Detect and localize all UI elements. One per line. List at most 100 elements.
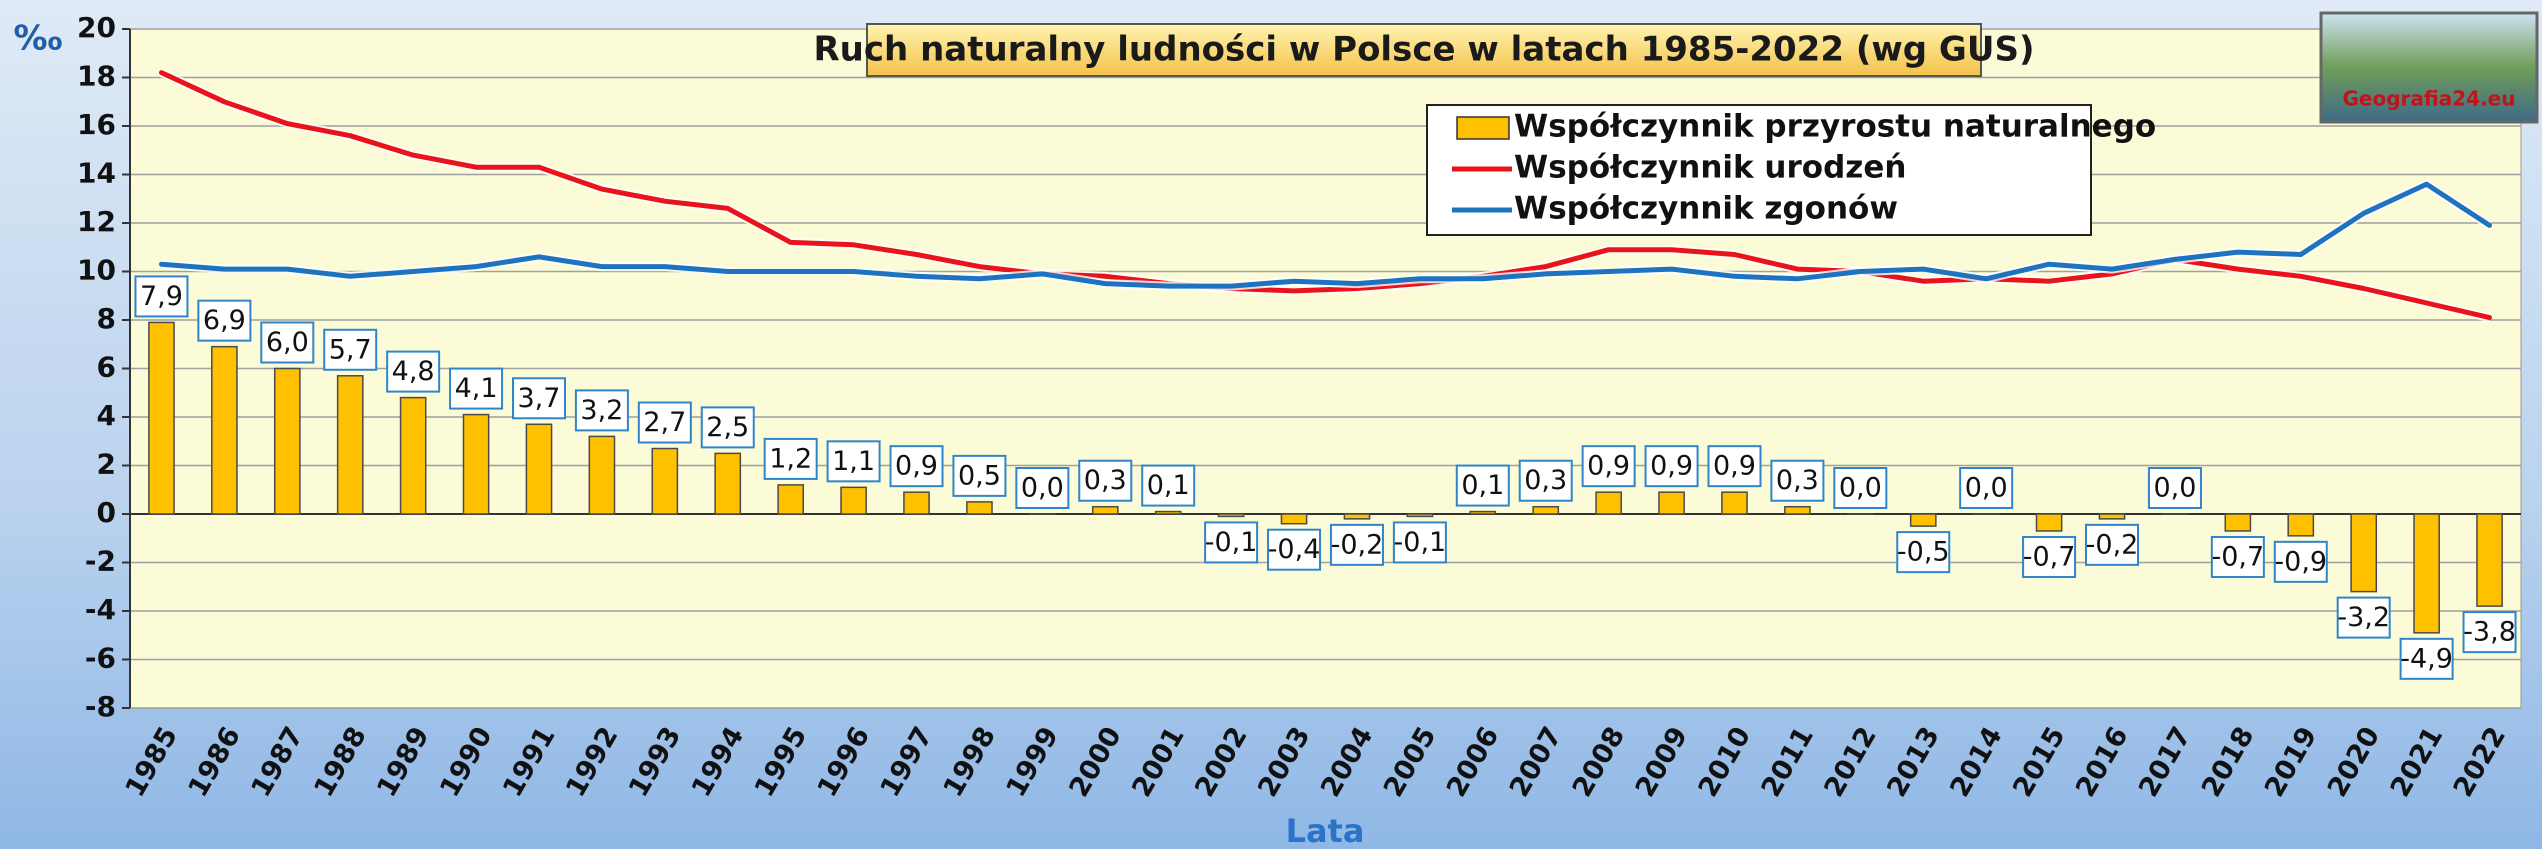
bar [2350,513,2378,593]
data-label: -3,8 [2463,617,2516,648]
label-box [197,299,252,342]
bar [651,447,679,515]
label-box [763,437,818,480]
bars [148,321,2503,634]
label-box [1707,445,1762,488]
y-axis-label: ‰ [14,19,63,59]
label-box [449,367,504,410]
lines [159,68,2492,322]
data-label: -0,2 [1331,529,1384,560]
y-tick-label: 18 [77,60,116,93]
legend: Współczynnik przyrostu naturalnego Współc… [1426,104,2156,236]
label-box [826,440,881,483]
bar [588,435,616,515]
data-label: 0,3 [1776,465,1819,496]
label-box [260,321,315,364]
chart-title: Ruch naturalny ludności w Polsce w latac… [814,30,2035,70]
data-label: 0,9 [1713,451,1756,482]
y-tick-label: 16 [77,108,116,141]
data-label: 0,0 [1021,473,1064,504]
data-label: 6,9 [203,305,246,336]
label-box [1518,459,1573,502]
data-label: 0,0 [1839,473,1882,504]
legend-box [1426,104,2092,236]
label-box [2399,637,2454,680]
bar [1154,510,1182,515]
bar [2098,513,2126,520]
bar [1217,513,1245,518]
label-box [1896,531,1951,574]
data-label: 4,1 [455,373,498,404]
data-label: 0,0 [1965,473,2008,504]
bar [1532,505,1560,515]
label-box [1770,459,1825,502]
legend-swatch [1456,116,1510,140]
y-tick-label: -8 [85,690,116,723]
legend-label: Współczynnik urodzeń [1514,150,1906,186]
label-box [2022,535,2077,578]
label-box [1078,459,1133,502]
label-box [889,445,944,488]
label-box [952,454,1007,497]
data-label: 2,7 [643,407,686,438]
y-tick-label: 8 [97,302,116,335]
data-label: 0,3 [1084,465,1127,496]
bar [714,452,742,515]
data-label: 0,9 [895,451,938,482]
legend-label: Współczynnik zgonów [1514,191,1898,227]
label-box [637,401,692,444]
data-label: 5,7 [329,334,372,365]
bar [1658,491,1685,515]
bar [777,484,805,515]
bar [2224,513,2252,532]
y-tick-label: -6 [85,642,116,675]
data-label: -3,2 [2337,602,2390,633]
x-axis-label: Lata [1286,812,1365,849]
data-label: -0,7 [2212,541,2265,572]
data-label: -0,9 [2274,546,2327,577]
data-label: 6,0 [266,327,309,358]
y-tick-label: 10 [77,254,116,287]
data-label: 4,8 [392,356,435,387]
label-box [1833,467,1888,509]
data-label: -0,2 [2086,529,2139,560]
y-tick-label: 4 [97,399,116,432]
line [159,70,2492,321]
data-label: 0,3 [1524,465,1567,496]
y-tick-label: 14 [77,157,116,190]
data-label: 1,1 [832,446,875,477]
data-label: -0,7 [2023,541,2076,572]
bar [2476,513,2503,607]
line [159,181,2492,289]
label-box [511,377,566,420]
data-label: 0,1 [1461,470,1504,501]
label-box [1392,521,1447,564]
label-box [1015,467,1070,509]
data-label: 1,2 [769,443,812,474]
label-box [1141,464,1196,507]
label-box [134,275,189,318]
label-box [2085,523,2140,566]
data-label: -4,9 [2400,643,2453,674]
bar [1909,513,1937,527]
label-box [1267,528,1322,571]
y-tick-label: 0 [97,496,116,529]
title-box [866,23,1982,77]
bar [1091,505,1119,515]
bar [1595,491,1622,515]
label-box [1959,467,2014,509]
y-tick-label: 2 [97,448,116,481]
bar [1343,513,1371,520]
bar [2035,513,2063,532]
bar [2287,513,2315,537]
label-box [574,389,629,432]
label-box [2147,467,2202,509]
label-box [1204,521,1259,564]
y-tick-label: 12 [77,205,116,238]
data-label: 0,5 [958,460,1001,491]
data-label: -0,1 [1205,527,1258,558]
bar [211,345,238,515]
label-box [1644,445,1699,488]
